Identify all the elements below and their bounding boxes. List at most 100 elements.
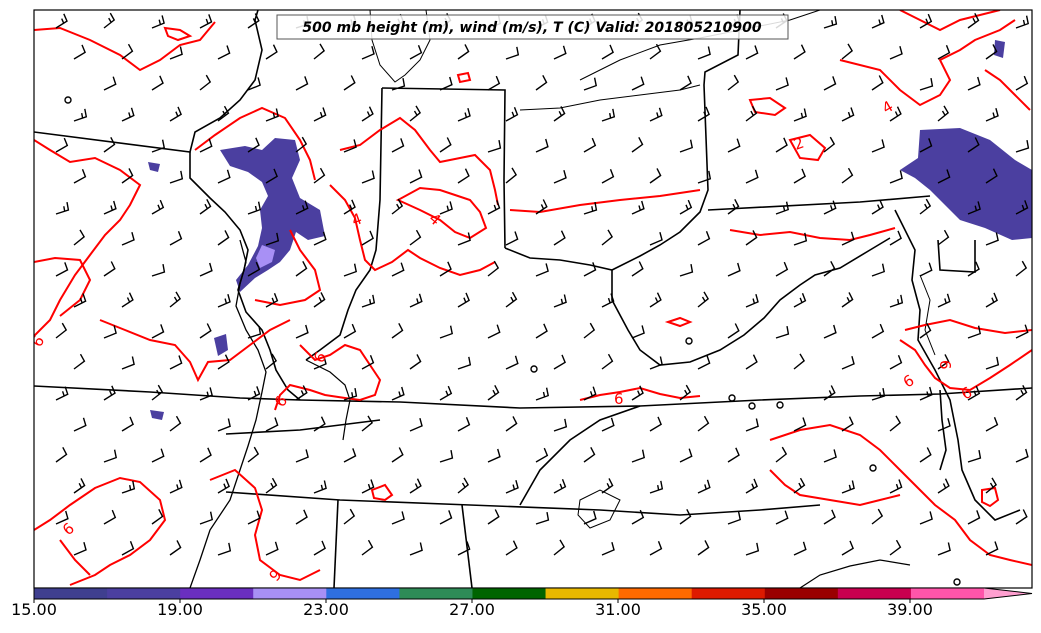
wind-barb [745,294,759,308]
colorbar-segment [984,588,1032,599]
wind-barb [505,46,520,60]
wind-barb [937,105,950,122]
wind-barb [793,168,806,184]
calm-marker [953,578,961,586]
colorbar-segment [837,588,912,599]
wind-barb [601,353,614,370]
contour-line [579,386,701,401]
wind-barb [343,448,357,463]
wind-barb [919,198,932,215]
wind-barb [535,323,548,339]
wind-barb [823,260,836,277]
wind-barb [409,169,423,184]
contour-line [99,319,291,383]
wind-barb [553,45,567,60]
state-border [225,419,381,435]
wind-barb [871,387,886,401]
wind-barb [697,479,711,494]
shaded-fields [148,40,1032,420]
wind-barb [313,540,326,556]
wind-barb [535,511,550,525]
wind-barb [889,230,902,246]
state-border [333,499,339,588]
wind-barb [151,263,166,277]
wind-barb [823,324,837,339]
wind-barb [439,449,454,463]
wind-barb [793,353,806,370]
wind-barb [457,541,471,556]
wind-barb [265,477,278,494]
wind-barb [793,44,806,60]
wind-barb [343,139,357,153]
colorbar-segment [326,588,400,599]
wind-barb [313,416,326,432]
wind-barb [55,137,69,153]
wind-barb [649,232,663,246]
wind-barb [73,353,86,370]
wind-barb [649,168,662,184]
wind-barb [169,540,182,556]
wind-barb [73,293,87,308]
calm-marker [728,394,736,402]
wind-barb [649,416,662,432]
wind-barb [583,77,598,91]
title-background [276,14,789,40]
wind-barb [265,353,278,370]
wind-barb [967,12,980,29]
contour-line [34,21,216,72]
wind-barb [199,511,214,525]
wind-barb [679,508,692,525]
contour-line [34,476,167,586]
wind-barb [775,201,790,215]
contour-line [899,339,1032,392]
wind-barb [199,387,213,401]
wind-barb [313,231,327,246]
river [189,239,267,588]
map-frame [33,9,1033,589]
wind-barb [649,480,664,494]
contour-line [904,318,1032,335]
contour-line [339,116,499,206]
colorbar-tick-label: 39.00 [887,600,933,619]
wind-barb [169,355,183,370]
wind-barb [457,108,471,122]
shaded-area-small-2 [148,162,160,172]
wind-barb [583,446,596,463]
wind-barb [841,167,854,184]
wind-barb [889,415,902,432]
wind-barb [631,449,646,463]
map-title: 500 mb height (m), wind (m/s), T (C) Val… [302,20,761,36]
contour-line [209,468,321,582]
wind-barb [601,108,616,122]
wind-barb [919,386,933,401]
contour-label: 6 [900,371,917,391]
wind-barb [985,356,1000,370]
wind-barb [697,291,710,308]
wind-barb [73,168,87,184]
wind-barb [409,293,423,308]
wind-barb [601,44,614,60]
wind-barb [889,539,902,556]
wind-barb [631,76,645,91]
wind-barb [631,261,644,277]
wind-barb [1015,260,1028,277]
wind-barb [361,415,374,432]
colorbar-segment [691,588,766,599]
wind-barbs [55,12,1030,556]
wind-barb [199,14,213,29]
contour-label: 6 [265,565,285,584]
wind-barb [601,229,614,246]
wind-barb [967,201,981,215]
wind-barb [727,447,740,463]
wind-barb [841,416,854,432]
contour-label: 6 [59,519,78,539]
wind-barb [169,46,183,60]
wind-barb [871,263,886,277]
wind-barb [871,508,884,525]
contour-line [274,343,382,411]
wind-barb [391,198,404,215]
colorbar [33,587,1033,603]
contour-label: 4 [879,97,896,117]
wind-barb [679,75,692,91]
colorbar-segment [545,588,620,599]
